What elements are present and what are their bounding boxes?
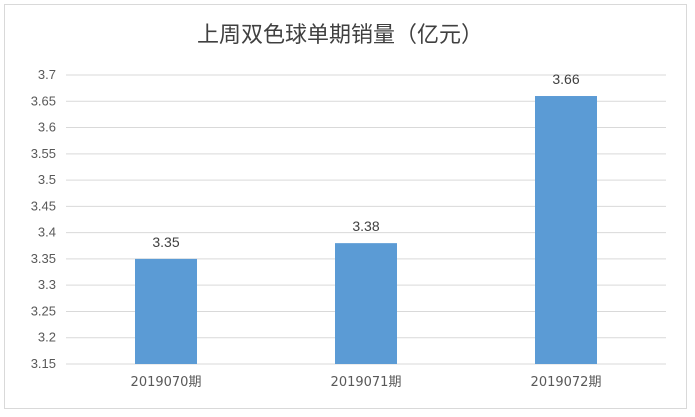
bar [335,243,397,364]
data-label: 3.38 [352,218,379,234]
y-axis-ticks: 3.15 3.2 3.25 3.3 3.35 3.4 3.45 3.5 3.55 3.6 3.65 3… [31,67,56,371]
y-tick-label: 3.7 [38,67,56,82]
chart-title: 上周双色球单期销量（亿元） [197,23,483,48]
category-label: 2019071期 [331,375,402,390]
y-tick-label: 3.3 [38,277,56,292]
y-tick-label: 3.15 [31,356,56,371]
category-label: 2019070期 [131,375,202,390]
y-tick-label: 3.65 [31,93,56,108]
bar [535,96,597,364]
data-label: 3.35 [152,234,179,250]
data-labels: 3.35 3.38 3.66 [152,71,579,250]
bar [135,258,197,364]
y-tick-label: 3.25 [31,303,56,318]
y-tick-label: 3.5 [38,172,56,187]
bars [135,96,597,364]
data-label: 3.66 [552,71,579,87]
y-tick-label: 3.2 [38,330,56,345]
category-label: 2019072期 [531,375,602,390]
y-tick-label: 3.35 [31,251,56,266]
y-tick-label: 3.6 [38,120,56,135]
y-tick-label: 3.4 [38,225,56,240]
category-labels: 2019070期 2019071期 2019072期 [131,375,602,390]
y-tick-label: 3.45 [31,198,56,213]
y-tick-label: 3.55 [31,146,56,161]
